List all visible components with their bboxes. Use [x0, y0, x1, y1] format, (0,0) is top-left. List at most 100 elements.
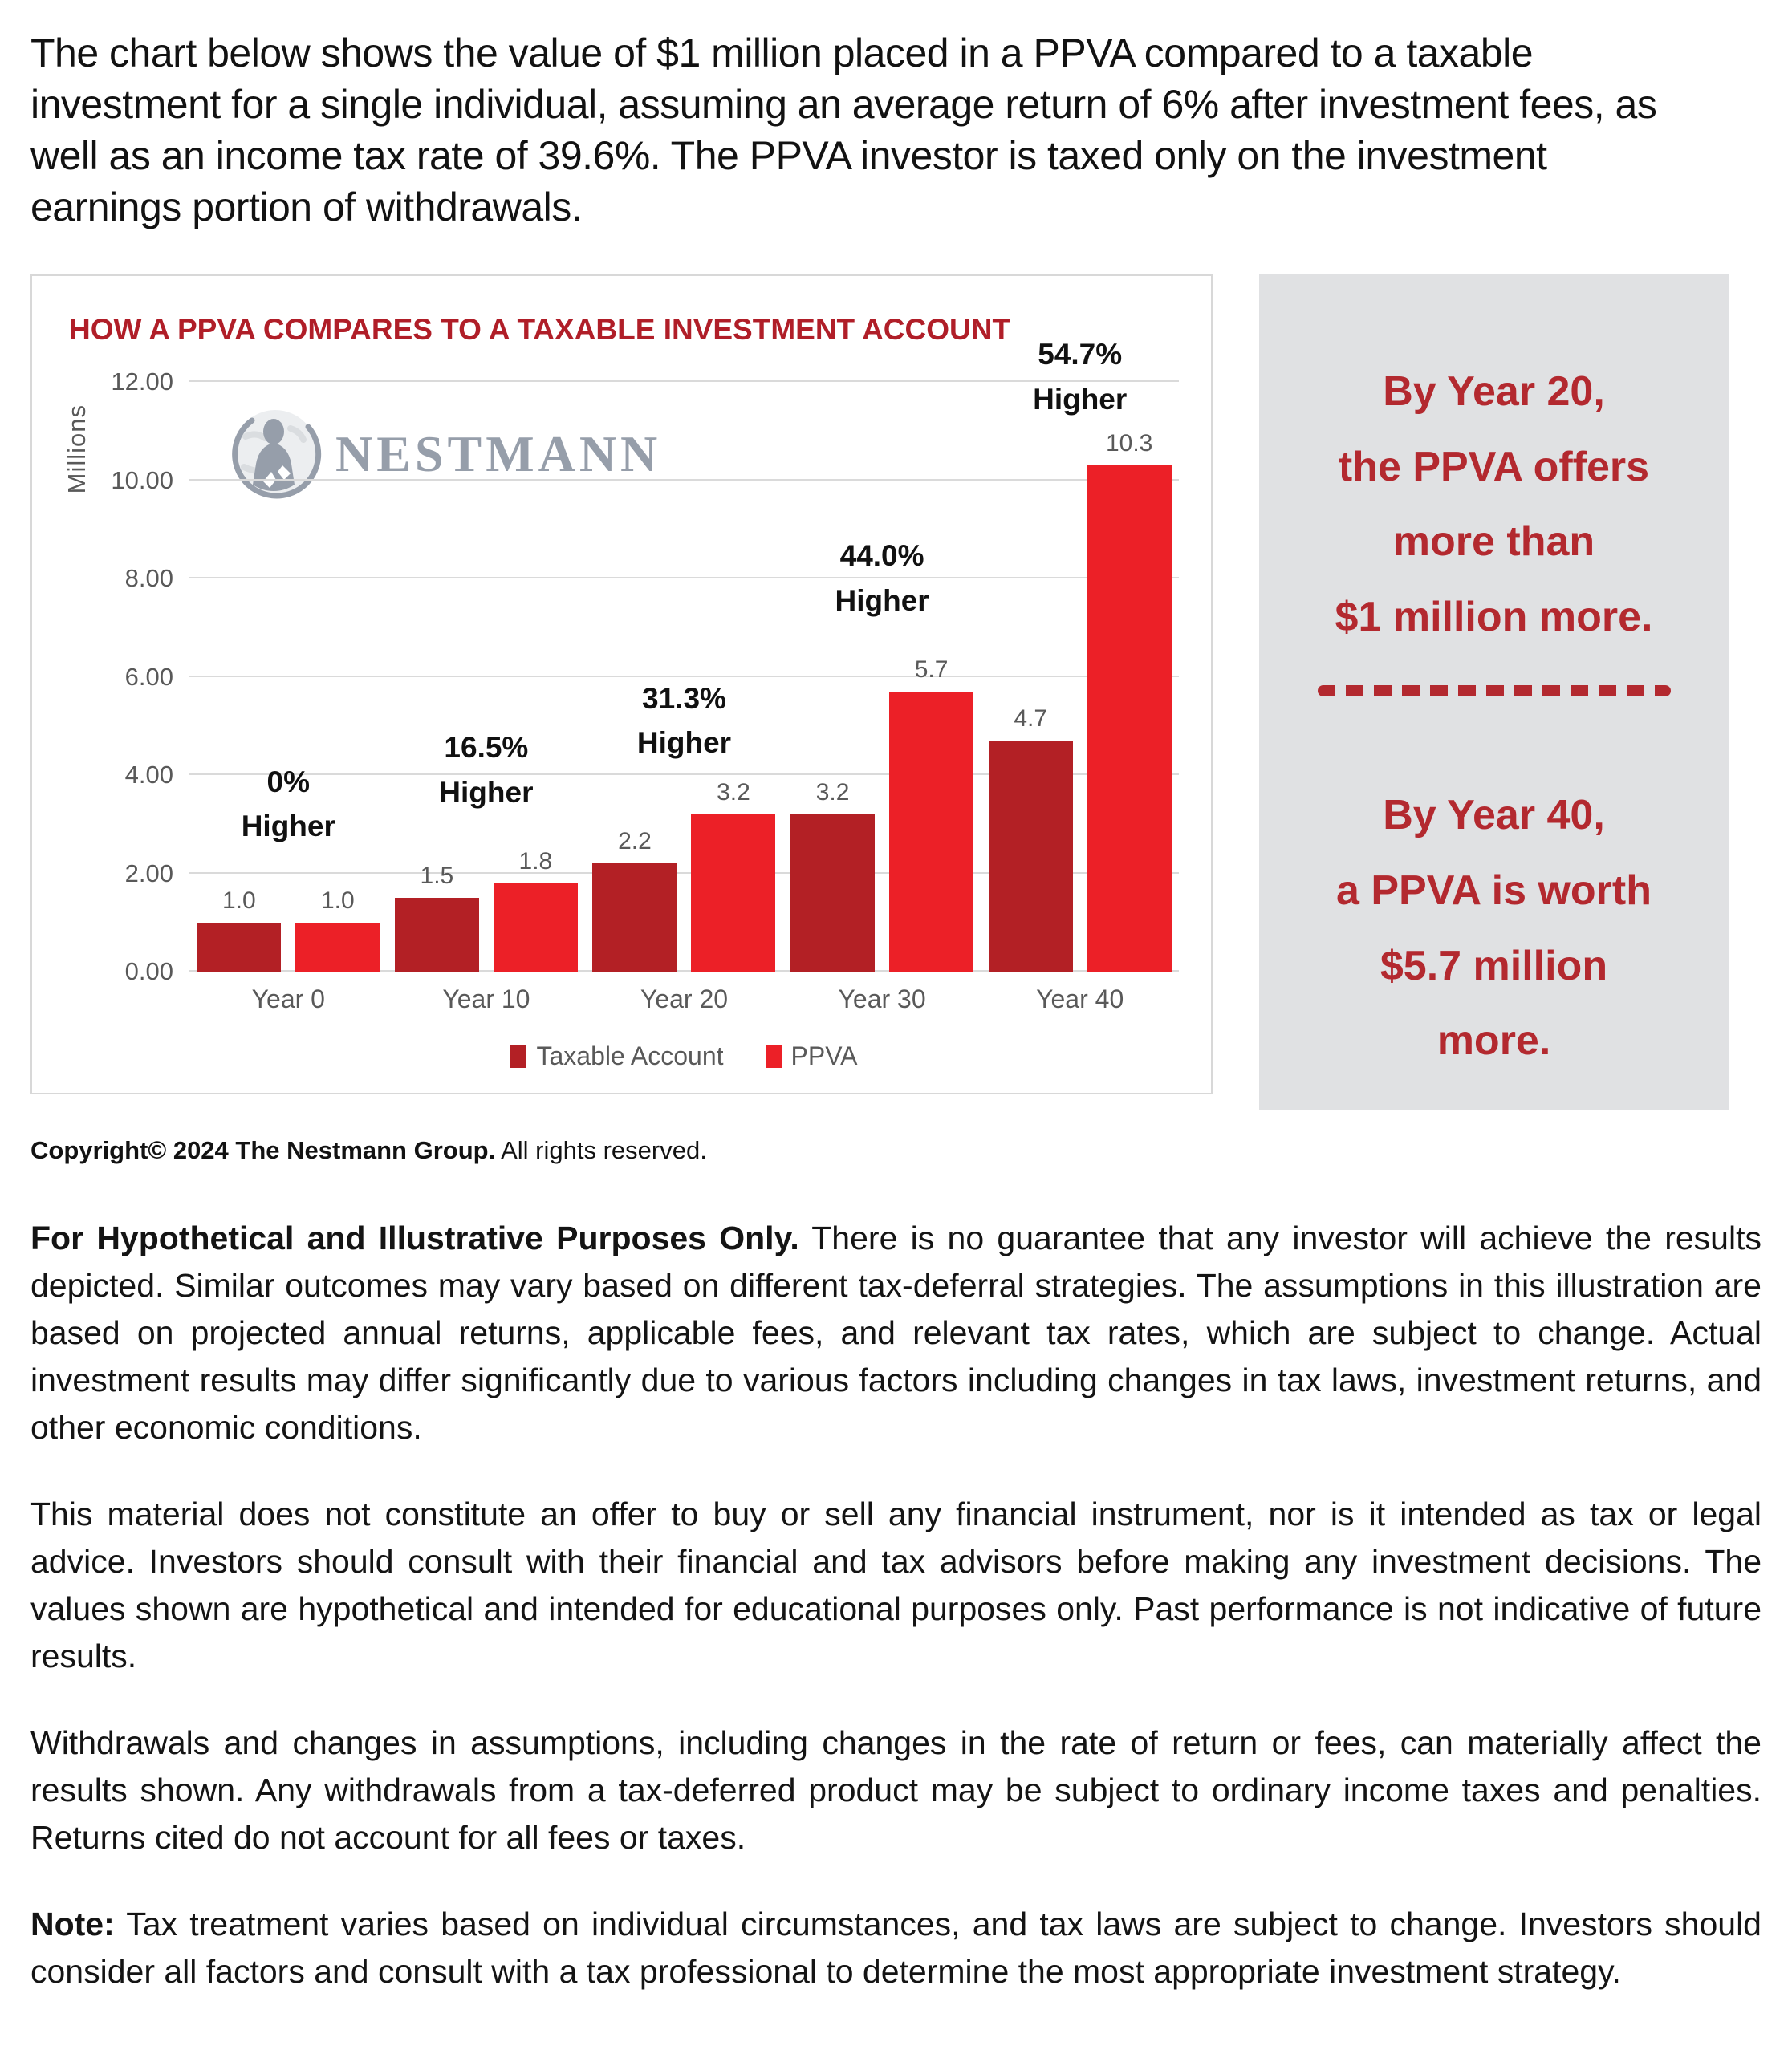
pct-value: 16.5%: [444, 731, 529, 764]
pct-value: 54.7%: [1038, 338, 1123, 371]
pct-word: Higher: [636, 726, 732, 760]
x-axis-label: Year 30: [838, 984, 926, 1013]
paragraph-no-offer: This material does not constitute an off…: [30, 1491, 1762, 1680]
copyright-rest: All rights reserved.: [495, 1136, 707, 1164]
pct-word: Higher: [241, 810, 335, 843]
gridline: [189, 871, 1179, 874]
bar-taxable-account: [197, 922, 282, 972]
x-axis-labels: Year 0 Year 10 Year 20 Year 30 Year 40: [189, 984, 1179, 1014]
x-axis-label: Year 20: [640, 984, 729, 1013]
legend-item-ppva: PPVA: [765, 1041, 858, 1071]
bar-value-label: 2.2: [618, 828, 652, 855]
pct-value: 44.0%: [839, 539, 924, 573]
gridline: [189, 675, 1179, 677]
bar-wrap: 2.2: [592, 382, 677, 972]
dashed-divider: [1317, 685, 1671, 697]
pct-value: 0%: [266, 765, 311, 798]
bar-wrap: 1.0: [197, 382, 282, 972]
bar-value-label: 3.2: [717, 779, 750, 806]
bar-wrap: 10.3: [1087, 382, 1172, 972]
bar-ppva: [691, 814, 776, 972]
callout-year20-text: By Year 20, the PPVA offers more than $1…: [1335, 368, 1653, 640]
callout-panel: By Year 20, the PPVA offers more than $1…: [1259, 274, 1729, 1110]
bar-value-label: 1.0: [221, 887, 256, 914]
paragraph-lead: For Hypothetical and Illustrative Purpos…: [30, 1220, 799, 1256]
paragraph-lead: Note:: [30, 1906, 115, 1943]
bar-group-year-10: 1.5 1.8: [388, 382, 586, 972]
paragraph-note: Note: Tax treatment varies based on indi…: [30, 1901, 1762, 1995]
legend-label: PPVA: [790, 1041, 858, 1070]
legend-swatch-icon: [765, 1045, 782, 1068]
bar-value-label: 5.7: [914, 656, 949, 683]
bar-taxable-account: [790, 814, 876, 972]
bar-group-year-20: 2.2 3.2: [585, 382, 783, 972]
bar-wrap: 3.2: [691, 382, 776, 972]
nestmann-watermark: NESTMANN: [228, 404, 661, 503]
bar-value-label: 3.2: [815, 779, 850, 806]
bar-group-year-0: 1.0 1.0: [189, 382, 388, 972]
bar-wrap: 5.7: [889, 382, 974, 972]
bar-taxable-account: [988, 741, 1073, 972]
bar-wrap: 4.7: [988, 382, 1073, 972]
paragraph-withdrawals: Withdrawals and changes in assumptions, …: [30, 1719, 1762, 1861]
pct-higher-annotation: 31.3% Higher: [637, 676, 731, 765]
bar-taxable-account: [592, 863, 677, 972]
bar-wrap: 1.5: [394, 382, 479, 972]
bar-value-label: 1.0: [320, 887, 355, 914]
legend-label: Taxable Account: [536, 1041, 724, 1070]
x-axis-label: Year 0: [251, 984, 325, 1013]
y-axis-ticks: 0.00 2.00 4.00 6.00 8.00 10.00 12.00: [103, 367, 189, 985]
bar-wrap: 1.8: [493, 382, 578, 972]
legend-swatch-icon: [510, 1045, 527, 1068]
bar-wrap: 1.0: [295, 382, 380, 972]
y-tick-label: 6.00: [124, 662, 173, 691]
bar-ppva: [889, 691, 974, 972]
legend-item-taxable-account: Taxable Account: [510, 1041, 724, 1071]
gridline: [189, 577, 1179, 578]
y-tick-label: 4.00: [124, 761, 173, 789]
plot-wrap: Millions 0.00 2.00 4.00 6.00 8.00 10.00 12.00: [61, 338, 1179, 985]
x-axis-label: Year 10: [442, 984, 530, 1013]
y-axis-label: Millions: [63, 404, 91, 494]
bar-ppva: [1087, 465, 1172, 972]
bar-group-year-30: 3.2 5.7: [783, 382, 981, 972]
disclaimer-section: For Hypothetical and Illustrative Purpos…: [30, 1215, 1762, 1995]
pct-higher-annotation: 16.5% Higher: [439, 725, 533, 814]
chart-legend: Taxable Account PPVA: [189, 1041, 1179, 1071]
y-tick-label: 10.00: [111, 465, 173, 494]
bar-value-label: 4.7: [1014, 705, 1048, 733]
bar-ppva: [295, 922, 380, 972]
paragraph-text: There is no guarantee that any investor …: [30, 1220, 1762, 1447]
pct-word: Higher: [439, 775, 534, 809]
gridline: [189, 380, 1179, 382]
intro-paragraph: The chart below shows the value of $1 mi…: [30, 30, 1657, 229]
chart-container: HOW A PPVA COMPARES TO A TAXABLE INVESTM…: [30, 274, 1213, 1094]
bar-ppva: [493, 883, 578, 972]
callout-year40-text: By Year 40, a PPVA is worth $5.7 million…: [1336, 792, 1652, 1065]
bar-groups: 1.0 1.0 1.5 1.8 2.2 3.2 3.2 5.7 4.7 10.3: [189, 382, 1179, 972]
y-tick-label: 2.00: [124, 859, 173, 887]
paragraph-hypothetical: For Hypothetical and Illustrative Purpos…: [30, 1215, 1762, 1451]
plot-area: NESTMANN 1.0 1.0 1.5 1.8 2.2 3.2 3.2 5.7 4.7 10.3…: [189, 338, 1179, 972]
gridline: [189, 773, 1179, 775]
pct-higher-annotation: 44.0% Higher: [835, 534, 929, 623]
paragraph-text: Tax treatment varies based on individual…: [30, 1906, 1762, 1991]
pct-word: Higher: [835, 583, 929, 617]
pct-higher-annotation: 0% Higher: [242, 760, 335, 849]
y-tick-label: 8.00: [124, 564, 173, 592]
copyright-owner: Copyright© 2024 The Nestmann Group.: [30, 1136, 496, 1164]
paragraph-text: This material does not constitute an off…: [30, 1496, 1762, 1675]
bar-value-label: 1.5: [420, 863, 454, 890]
pct-value: 31.3%: [642, 681, 726, 715]
x-axis-label: Year 40: [1036, 984, 1124, 1013]
copyright-line: Copyright© 2024 The Nestmann Group. All …: [30, 1136, 1762, 1165]
nestmann-wordmark: NESTMANN: [335, 424, 662, 482]
y-tick-label: 12.00: [111, 367, 173, 396]
gridline: [189, 478, 1179, 481]
gridline: [189, 970, 1179, 972]
paragraph-text: Withdrawals and changes in assumptions, …: [30, 1724, 1762, 1857]
y-tick-label: 0.00: [124, 957, 173, 985]
bar-wrap: 3.2: [790, 382, 876, 972]
y-axis-label-column: Millions: [61, 382, 103, 972]
